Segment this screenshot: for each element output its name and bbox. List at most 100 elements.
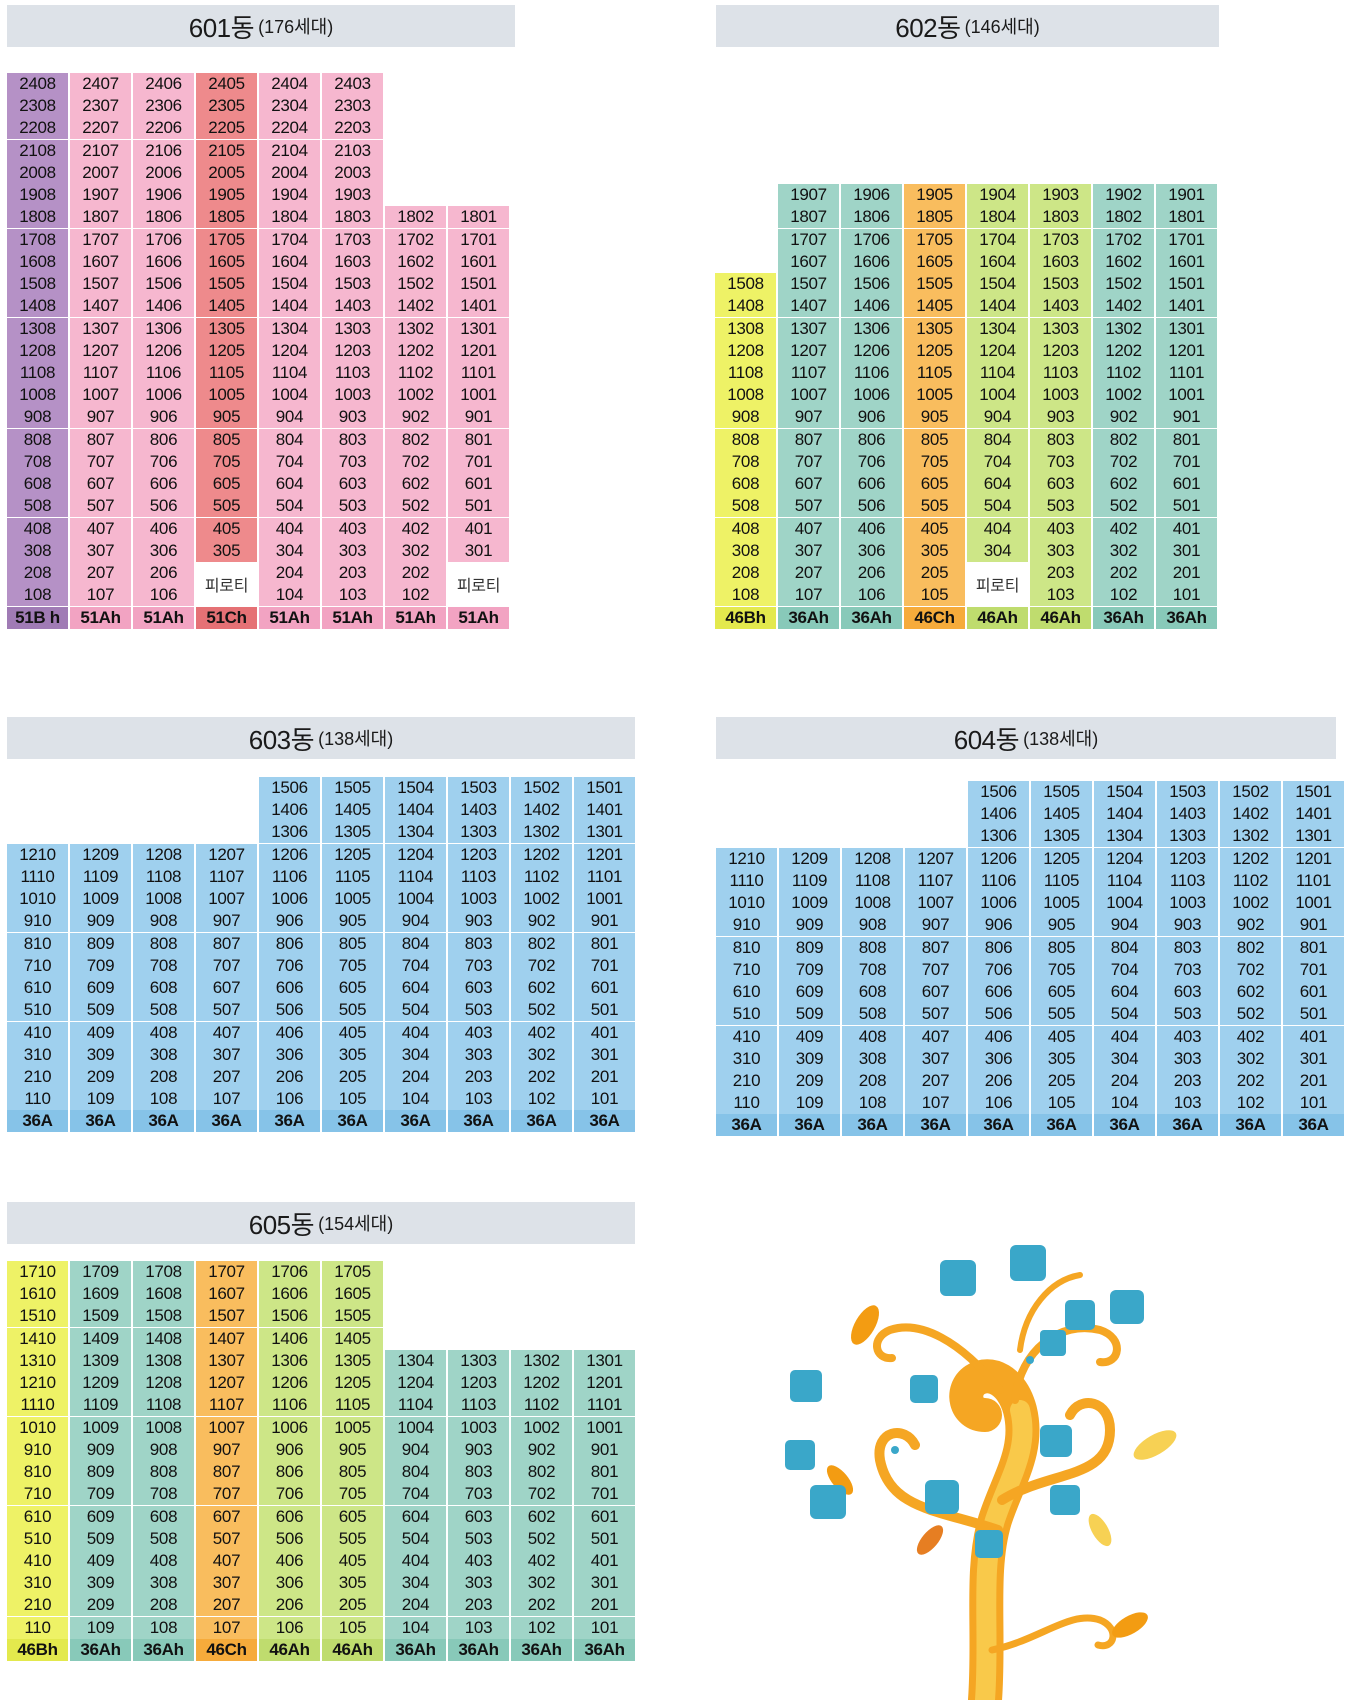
unit-cell: 1105 — [904, 361, 965, 384]
unit-cell: 2306 — [133, 95, 194, 118]
unit-cell: 1207 — [196, 843, 257, 866]
unit-cell: 502 — [1220, 1003, 1281, 1026]
unit-cell: 1210 — [7, 1372, 68, 1395]
unit-cell: 1604 — [259, 250, 320, 273]
unit-cell: 1005 — [196, 384, 257, 407]
unit-cell: 1302 — [1220, 825, 1281, 848]
unit-cell: 1302 — [511, 821, 572, 844]
unit-cell: 402 — [511, 1021, 572, 1044]
unit-cell: 310 — [716, 1047, 777, 1070]
unit-cell: 1504 — [385, 777, 446, 799]
unit-cell: 907 — [196, 1438, 257, 1461]
unit-cell: 1505 — [1031, 781, 1092, 803]
unit-cell: 803 — [1030, 428, 1091, 451]
unit-cell: 1304 — [1094, 825, 1155, 848]
unit-cell: 804 — [385, 1461, 446, 1484]
unit-cell: 1410 — [7, 1327, 68, 1350]
unit-cell: 1106 — [133, 361, 194, 384]
unit-cell: 308 — [715, 539, 776, 562]
unit-cell: 405 — [196, 517, 257, 540]
unit-cell: 1509 — [70, 1305, 131, 1328]
unit-cell: 410 — [7, 1549, 68, 1572]
unit-cell: 1107 — [905, 869, 966, 892]
unit-cell: 703 — [448, 954, 509, 977]
unit-cell: 1409 — [70, 1327, 131, 1350]
unit-cell: 1908 — [7, 184, 68, 207]
unit-cell: 1303 — [1157, 825, 1218, 848]
household-count: (176세대) — [258, 17, 334, 37]
unit-cell: 1102 — [511, 1394, 572, 1417]
unit-cell: 1905 — [196, 184, 257, 207]
unit-cell: 810 — [7, 932, 68, 955]
unit-cell: 1103 — [448, 1394, 509, 1417]
building-name: 602동 — [895, 12, 961, 43]
unit-cell: 1201 — [1283, 847, 1344, 870]
unit-cell: 701 — [574, 954, 635, 977]
unit-cell: 1407 — [70, 295, 131, 318]
unit-cell: 904 — [385, 910, 446, 933]
unit-cell: 210 — [7, 1594, 68, 1617]
unit-cell: 706 — [259, 1483, 320, 1506]
unit-cell: 701 — [1283, 958, 1344, 981]
unit-cell: 1210 — [7, 843, 68, 866]
unit-cell: 910 — [7, 1438, 68, 1461]
unit-cell: 1504 — [259, 273, 320, 296]
unit-cell: 408 — [133, 1549, 194, 1572]
unit-cell: 2003 — [322, 161, 383, 184]
unit-cell: 504 — [385, 1527, 446, 1550]
unit-cell: 403 — [448, 1549, 509, 1572]
unit-cell: 1802 — [1093, 206, 1154, 229]
unit-cell: 110 — [716, 1092, 777, 1115]
unit-cell: 307 — [778, 539, 839, 562]
unit-cell: 1304 — [259, 317, 320, 340]
unit-cell: 706 — [968, 958, 1029, 981]
unit-cell: 1406 — [259, 799, 320, 822]
unit-cell: 1604 — [967, 250, 1028, 273]
unit-cell: 606 — [259, 1505, 320, 1528]
unit-cell: 1008 — [133, 1416, 194, 1439]
unit-cell: 1001 — [1283, 892, 1344, 915]
unit-cell: 1403 — [1030, 295, 1091, 318]
unit-cell: 801 — [1156, 428, 1217, 451]
unit-cell: 1009 — [779, 892, 840, 915]
unit-type-label: 36A — [1220, 1114, 1281, 1137]
unit-cell: 509 — [70, 999, 131, 1022]
unit-cell: 103 — [1157, 1092, 1218, 1115]
unit-cell: 701 — [574, 1483, 635, 1506]
unit-cell: 410 — [716, 1025, 777, 1048]
unit-cell: 1207 — [905, 847, 966, 870]
unit-type-label: 46Ah — [322, 1638, 383, 1661]
unit-type-label: 36Ah — [778, 606, 839, 629]
unit-cell: 2404 — [259, 73, 320, 95]
unit-cell: 207 — [70, 562, 131, 585]
unit-cell: 1004 — [385, 888, 446, 911]
unit-cell: 108 — [7, 584, 68, 607]
unit-cell: 1503 — [1030, 273, 1091, 296]
unit-cell: 707 — [196, 954, 257, 977]
unit-cell: 904 — [1094, 914, 1155, 937]
unit-cell: 610 — [7, 977, 68, 1000]
unit-cell: 507 — [196, 1527, 257, 1550]
unit-cell: 501 — [1156, 495, 1217, 518]
unit-cell: 502 — [511, 1527, 572, 1550]
unit-cell: 310 — [7, 1572, 68, 1595]
unit-cell: 201 — [574, 1594, 635, 1617]
unit-cell: 1002 — [1093, 384, 1154, 407]
unit-cell: 210 — [716, 1069, 777, 1092]
unit-type-label: 36A — [842, 1114, 903, 1137]
unit-cell: 505 — [904, 495, 965, 518]
unit-cell: 1007 — [778, 384, 839, 407]
unit-cell: 1705 — [196, 228, 257, 251]
unit-cell: 506 — [133, 495, 194, 518]
unit-cell: 807 — [905, 936, 966, 959]
unit-cell: 706 — [841, 450, 902, 473]
unit-cell: 1207 — [70, 339, 131, 362]
unit-cell: 503 — [1157, 1003, 1218, 1026]
unit-cell: 208 — [842, 1069, 903, 1092]
unit-cell: 1406 — [259, 1327, 320, 1350]
unit-cell: 106 — [133, 584, 194, 607]
unit-cell: 1703 — [322, 228, 383, 251]
unit-cell: 1507 — [196, 1305, 257, 1328]
unit-cell: 1103 — [1030, 361, 1091, 384]
unit-cell: 1807 — [70, 206, 131, 229]
